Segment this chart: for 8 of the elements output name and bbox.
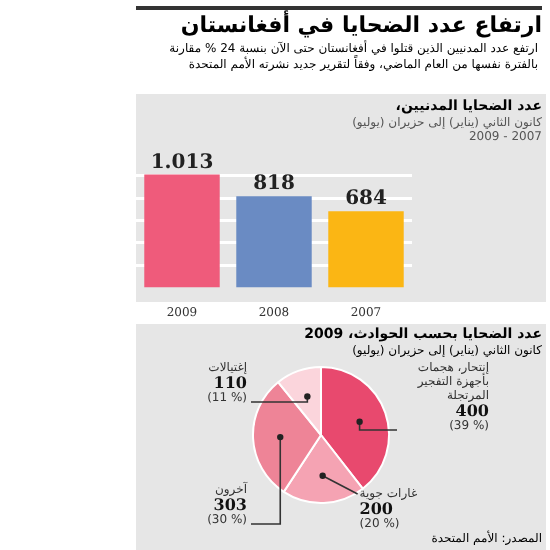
data-label: 200 (359, 498, 394, 519)
data-label: 1.013 (150, 151, 214, 174)
data-label: 684 (345, 188, 387, 211)
data-label: 400 (455, 400, 490, 421)
chart-title: ارتفاع عدد الضحايا في أفغانستان (136, 6, 542, 40)
data-label: 818 (253, 173, 295, 196)
data-label: 303 (213, 494, 248, 515)
data-label: 110 (213, 372, 248, 393)
